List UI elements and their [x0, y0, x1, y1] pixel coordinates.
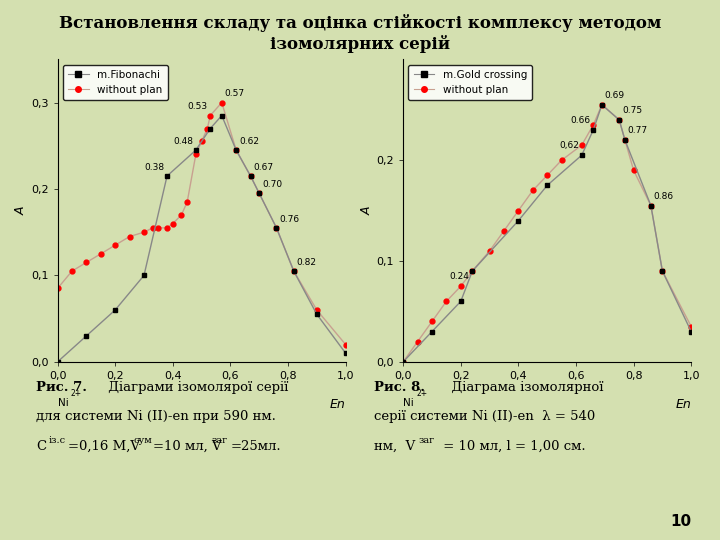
Text: =10 мл, V: =10 мл, V	[153, 440, 222, 453]
Text: 0.77: 0.77	[628, 126, 648, 135]
Text: Ni: Ni	[58, 398, 68, 408]
Text: 10: 10	[670, 514, 691, 529]
Text: 0.53: 0.53	[187, 102, 207, 111]
Text: En: En	[675, 398, 691, 411]
Text: 0.69: 0.69	[605, 91, 625, 100]
Text: Діаграми ізомолярої серії: Діаграми ізомолярої серії	[104, 381, 289, 394]
Text: для системи Ni (II)-en при 590 нм.: для системи Ni (II)-en при 590 нм.	[36, 410, 276, 423]
Text: =0,16 М,V: =0,16 М,V	[68, 440, 140, 453]
Text: Встановлення складу та оцінка стійкості комплексу методом: Встановлення складу та оцінка стійкості …	[59, 14, 661, 31]
Text: С: С	[36, 440, 46, 453]
Text: Рис. 8.: Рис. 8.	[374, 381, 426, 394]
Text: 0.67: 0.67	[253, 163, 274, 172]
Text: Діаграма ізомолярної: Діаграма ізомолярної	[443, 381, 603, 394]
Text: 0,62: 0,62	[559, 141, 579, 150]
Text: =25мл.: =25мл.	[230, 440, 281, 453]
Text: 2+: 2+	[71, 389, 81, 398]
Text: 0.62: 0.62	[239, 137, 259, 146]
Text: 0.48: 0.48	[173, 137, 193, 146]
Text: сум: сум	[133, 436, 152, 445]
Y-axis label: A: A	[361, 206, 374, 215]
Text: = 10 мл, l = 1,00 см.: = 10 мл, l = 1,00 см.	[439, 440, 586, 453]
Text: 0.86: 0.86	[654, 192, 674, 200]
Legend: m.Gold crossing, without plan: m.Gold crossing, without plan	[408, 65, 532, 100]
Text: 0.66: 0.66	[570, 116, 590, 125]
Legend: m.Fibonachi, without plan: m.Fibonachi, without plan	[63, 65, 168, 100]
Text: 0.38: 0.38	[144, 163, 164, 172]
Y-axis label: A: A	[15, 206, 28, 215]
Text: серії системи Ni (II)-en  λ = 540: серії системи Ni (II)-en λ = 540	[374, 410, 595, 423]
Text: нм,  V: нм, V	[374, 440, 415, 453]
Text: заг: заг	[419, 436, 436, 445]
Text: із.с: із.с	[48, 436, 66, 445]
Text: 0.76: 0.76	[279, 214, 300, 224]
Text: 2+: 2+	[416, 389, 427, 398]
Text: 0.70: 0.70	[262, 180, 282, 189]
Text: Ni: Ni	[403, 398, 414, 408]
Text: 0.82: 0.82	[297, 258, 317, 267]
Text: En: En	[330, 398, 346, 411]
Text: 0.24: 0.24	[449, 272, 469, 281]
Text: заг: заг	[212, 436, 228, 445]
Text: Рис. 7.: Рис. 7.	[36, 381, 87, 394]
Text: 0.57: 0.57	[225, 89, 245, 98]
Text: 0.75: 0.75	[622, 106, 642, 115]
Text: ізомолярних серій: ізомолярних серій	[270, 35, 450, 53]
